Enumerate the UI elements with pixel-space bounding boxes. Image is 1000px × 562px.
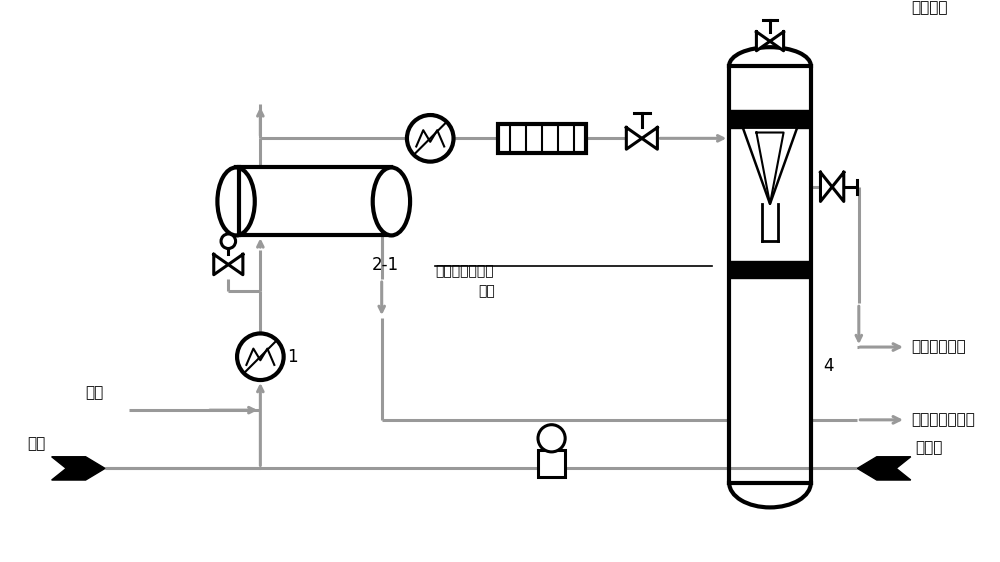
Text: 原油: 原油: [27, 436, 46, 451]
Text: 1: 1: [288, 348, 298, 366]
Polygon shape: [770, 31, 784, 51]
Circle shape: [237, 333, 284, 380]
Text: 注水: 注水: [479, 284, 496, 298]
Ellipse shape: [217, 167, 255, 235]
Bar: [498, 124, 586, 153]
Polygon shape: [756, 31, 770, 51]
Polygon shape: [743, 128, 797, 204]
Circle shape: [407, 115, 454, 162]
Circle shape: [221, 234, 236, 248]
Ellipse shape: [373, 167, 410, 235]
Polygon shape: [626, 128, 642, 149]
Polygon shape: [729, 110, 811, 128]
Polygon shape: [642, 128, 657, 149]
Text: 注水: 注水: [86, 386, 104, 401]
Text: 一级电脱盐切水: 一级电脱盐切水: [911, 413, 975, 427]
Text: 脱后原油: 脱后原油: [911, 0, 947, 15]
Bar: [538, 450, 565, 477]
Polygon shape: [729, 261, 811, 278]
Polygon shape: [832, 173, 844, 201]
Text: 二级电脱盐切水: 二级电脱盐切水: [435, 265, 494, 279]
Text: 2-1: 2-1: [372, 256, 399, 274]
Text: 破乔剂: 破乔剂: [916, 440, 943, 455]
Polygon shape: [52, 457, 105, 480]
Text: 4: 4: [823, 357, 834, 375]
Text: 3: 3: [425, 112, 437, 130]
Polygon shape: [214, 255, 228, 275]
Polygon shape: [228, 255, 243, 275]
Polygon shape: [857, 457, 911, 480]
Polygon shape: [820, 173, 832, 201]
Bar: [236, 167, 391, 235]
Text: 旋流含盐污水: 旋流含盐污水: [911, 339, 966, 355]
Circle shape: [538, 425, 565, 452]
